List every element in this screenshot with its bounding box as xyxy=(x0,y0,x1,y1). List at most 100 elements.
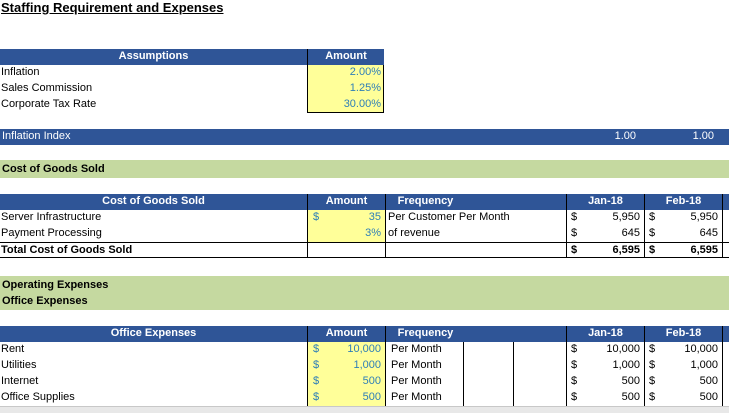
office-jan-currency: $ xyxy=(566,374,644,390)
sheet-title: Staffing Requirement and Expenses xyxy=(1,0,224,15)
sheet-bottom-edge xyxy=(0,406,729,413)
cogs-jan-value[interactable]: 645 xyxy=(621,227,640,239)
inflation-index-row xyxy=(0,129,729,145)
office-feb-currency: $ xyxy=(644,390,722,406)
office-amount: 500 xyxy=(362,375,381,387)
cogs-amount-cell[interactable] xyxy=(307,226,385,242)
assumptions-header[interactable]: Assumptions xyxy=(0,49,307,65)
office-row-label[interactable]: Internet xyxy=(1,375,39,387)
cogs-header[interactable]: Cost of Goods Sold xyxy=(0,194,307,210)
office-feb-value[interactable]: 500 xyxy=(699,375,718,387)
office-month2-header[interactable]: Feb-18 xyxy=(644,326,722,342)
office-feb-value[interactable]: 500 xyxy=(699,391,718,403)
assumption-label[interactable]: Inflation xyxy=(1,66,40,78)
office-extra-cell[interactable] xyxy=(513,358,566,374)
office-row-label[interactable]: Office Supplies xyxy=(1,391,75,403)
office-month1-header[interactable]: Jan-18 xyxy=(566,326,644,342)
office-jan-value[interactable]: 10,000 xyxy=(606,343,640,355)
office-row-label[interactable]: Utilities xyxy=(1,359,37,371)
cogs-frequency[interactable]: Per Customer Per Month xyxy=(385,210,565,226)
assumptions-amount-header[interactable]: Amount xyxy=(307,49,384,65)
cogs-amount: 3% xyxy=(365,227,381,239)
office-jan-currency: $ xyxy=(566,342,644,358)
office-row-label[interactable]: Rent xyxy=(1,343,25,355)
cogs-jan-currency: $ xyxy=(566,226,644,242)
office-header[interactable]: Office Expenses xyxy=(0,326,307,342)
cogs-total-feb[interactable]: 6,595 xyxy=(690,244,718,256)
cogs-month2-header[interactable]: Feb-18 xyxy=(644,194,722,210)
office-amount-cell[interactable] xyxy=(307,358,385,374)
cogs-total-amount xyxy=(307,242,385,258)
office-feb-currency: $ xyxy=(644,374,722,390)
cogs-row-label[interactable]: Server Infrastructure xyxy=(1,211,102,223)
opex-section-bar xyxy=(0,276,729,310)
office-extra-cell[interactable] xyxy=(513,390,566,406)
office-frequency[interactable]: Per Month xyxy=(385,358,463,374)
cogs-amount-cell[interactable] xyxy=(307,210,385,226)
inflation-index-label[interactable]: Inflation Index xyxy=(2,130,71,142)
cogs-edge xyxy=(722,226,729,242)
office-currency: $ xyxy=(313,343,320,355)
office-frequency[interactable]: Per Month xyxy=(385,342,463,358)
assumption-label[interactable]: Sales Commission xyxy=(1,82,93,94)
office-feb-currency: $ xyxy=(644,342,722,358)
office-frequency-header[interactable]: Frequency xyxy=(385,326,465,342)
cogs-total-jan[interactable]: 6,595 xyxy=(612,244,640,256)
assumption-value[interactable]: 2.00% xyxy=(307,65,384,81)
office-extra-cell[interactable] xyxy=(513,374,566,390)
cogs-amount-header[interactable]: Amount xyxy=(307,194,385,210)
office-amount: 10,000 xyxy=(347,343,381,355)
office-extra-cell[interactable] xyxy=(463,342,513,358)
inflation-index-feb[interactable]: 1.00 xyxy=(692,130,714,142)
office-jan-value[interactable]: 500 xyxy=(621,375,640,387)
office-jan-value[interactable]: 1,000 xyxy=(612,359,640,371)
cogs-month1-header[interactable]: Jan-18 xyxy=(566,194,644,210)
office-frequency[interactable]: Per Month xyxy=(385,374,463,390)
office-jan-currency: $ xyxy=(566,358,644,374)
office-amount: 1,000 xyxy=(353,359,381,371)
cogs-section-bar[interactable]: Cost of Goods Sold xyxy=(0,160,729,178)
office-frequency[interactable]: Per Month xyxy=(385,390,463,406)
office-extra-cell[interactable] xyxy=(463,390,513,406)
cogs-header-edge xyxy=(722,194,729,210)
office-amount-cell[interactable] xyxy=(307,374,385,390)
opex-section-title[interactable]: Operating Expenses xyxy=(2,279,109,291)
office-edge xyxy=(722,358,729,374)
office-header-edge xyxy=(722,326,729,342)
cogs-feb-value[interactable]: 5,950 xyxy=(690,211,718,223)
cogs-frequency-header[interactable]: Frequency xyxy=(385,194,465,210)
office-jan-currency: $ xyxy=(566,390,644,406)
office-jan-value[interactable]: 500 xyxy=(621,391,640,403)
office-extra-cell[interactable] xyxy=(463,374,513,390)
office-feb-currency: $ xyxy=(644,358,722,374)
cogs-currency: $ xyxy=(313,211,320,223)
cogs-amount: 35 xyxy=(368,211,381,223)
office-section-title[interactable]: Office Expenses xyxy=(2,295,88,307)
office-header-spacer xyxy=(465,326,566,342)
cogs-row-label[interactable]: Payment Processing xyxy=(1,227,102,239)
cogs-feb-currency: $ xyxy=(644,210,722,226)
office-extra-cell[interactable] xyxy=(463,358,513,374)
cogs-feb-value[interactable]: 645 xyxy=(699,227,718,239)
inflation-index-jan[interactable]: 1.00 xyxy=(614,130,636,142)
office-amount: 500 xyxy=(362,391,381,403)
cogs-total-edge xyxy=(722,242,729,258)
office-currency: $ xyxy=(313,391,320,403)
office-extra-cell[interactable] xyxy=(513,342,566,358)
office-feb-value[interactable]: 1,000 xyxy=(690,359,718,371)
cogs-frequency[interactable]: of revenue xyxy=(385,226,565,242)
office-currency: $ xyxy=(313,359,320,371)
office-amount-header[interactable]: Amount xyxy=(307,326,385,342)
office-feb-value[interactable]: 10,000 xyxy=(684,343,718,355)
assumption-value[interactable]: 1.25% xyxy=(307,81,384,97)
office-amount-cell[interactable] xyxy=(307,390,385,406)
cogs-header-spacer xyxy=(465,194,566,210)
cogs-feb-currency: $ xyxy=(644,226,722,242)
cogs-edge xyxy=(722,210,729,226)
office-amount-cell[interactable] xyxy=(307,342,385,358)
office-edge xyxy=(722,374,729,390)
cogs-jan-value[interactable]: 5,950 xyxy=(612,211,640,223)
assumption-value[interactable]: 30.00% xyxy=(307,97,384,113)
cogs-total-label[interactable]: Total Cost of Goods Sold xyxy=(0,242,307,258)
assumption-label[interactable]: Corporate Tax Rate xyxy=(1,98,97,110)
